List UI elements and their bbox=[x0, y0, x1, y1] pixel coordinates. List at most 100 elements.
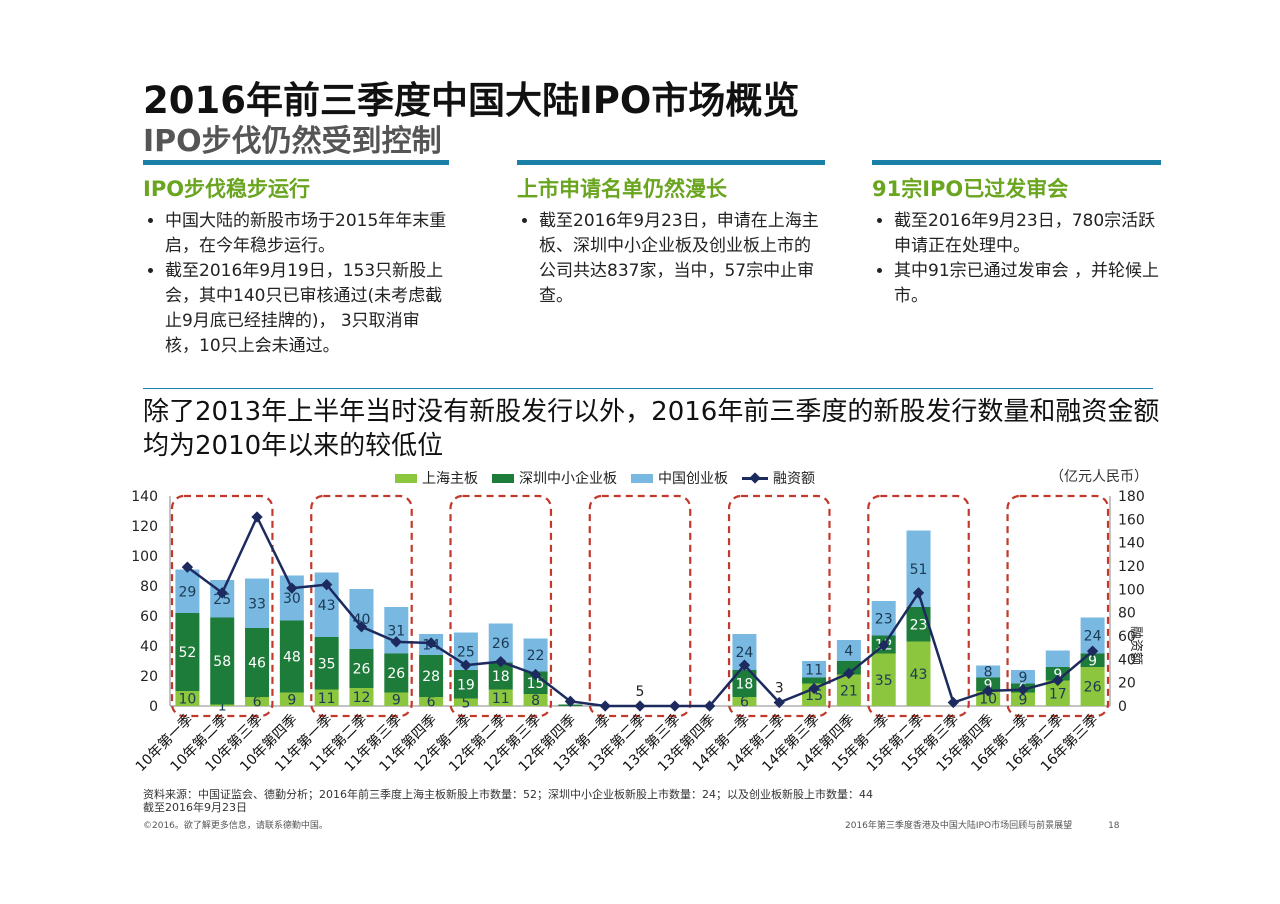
legend-swatch bbox=[492, 473, 514, 483]
ipo-chart: 0204060801001201400204060801001201401601… bbox=[131, 489, 1145, 775]
column-top-rule bbox=[517, 160, 825, 165]
bar-label: 9 bbox=[1088, 653, 1097, 669]
bar-segment bbox=[836, 640, 861, 661]
bar-label: 26 bbox=[1084, 680, 1102, 696]
funds-point bbox=[634, 700, 646, 712]
funds-point bbox=[425, 637, 437, 649]
bar-label: 11 bbox=[318, 691, 336, 707]
info-column-1: IPO步伐稳步运行 中国大陆的新股市场于2015年年末重启，在今年稳步运行。 截… bbox=[143, 160, 449, 359]
funds-point bbox=[773, 696, 785, 709]
funds-point bbox=[947, 696, 959, 709]
bar-label: 26 bbox=[387, 666, 405, 682]
bar-segment bbox=[314, 637, 339, 690]
bar-segment bbox=[523, 694, 548, 706]
y2-tick-label: 120 bbox=[1118, 559, 1145, 575]
y2-axis-title: 融资额 bbox=[1128, 626, 1143, 665]
column-heading: 上市申请名单仍然漫长 bbox=[517, 177, 727, 201]
bar-label: 9 bbox=[1019, 670, 1028, 686]
bar-segment bbox=[279, 620, 304, 693]
report-title: 2016年第三季度香港及中国大陆IPO市场回顾与前景展望 bbox=[845, 821, 1073, 831]
bar-segment bbox=[349, 589, 374, 649]
bar-label: 40 bbox=[353, 612, 371, 628]
bar-segment bbox=[245, 578, 270, 628]
bar-label: 48 bbox=[283, 650, 301, 666]
highlight-box bbox=[727, 494, 831, 718]
bar-segment bbox=[732, 697, 757, 706]
bar-label: 30 bbox=[283, 591, 301, 607]
bar-label: 9 bbox=[1019, 692, 1028, 708]
bar-segment bbox=[419, 697, 444, 706]
bar-label: 35 bbox=[875, 673, 893, 689]
bar-label: 18 bbox=[736, 677, 754, 693]
bar-label: 10 bbox=[178, 692, 196, 708]
report-footer: 2016年第三季度香港及中国大陆IPO市场回顾与前景展望 18 bbox=[845, 818, 1120, 831]
bar-label: 43 bbox=[318, 598, 336, 614]
y-tick-label: 140 bbox=[131, 489, 158, 505]
bar-segment bbox=[906, 641, 931, 706]
bar-segment bbox=[802, 683, 827, 706]
legend-item-shenzhen: 深圳中小企业板 bbox=[492, 468, 617, 488]
y2-tick-label: 20 bbox=[1118, 676, 1136, 692]
bar-label: 22 bbox=[527, 648, 545, 664]
bar-label: 51 bbox=[910, 562, 928, 578]
source-note: 资料来源：中国证监会、德勤分析；2016年前三季度上海主板新股上市数量：52；深… bbox=[143, 788, 1043, 814]
bar-segment bbox=[1045, 667, 1070, 681]
bar-label: 8 bbox=[984, 665, 993, 681]
bullet-list: 中国大陆的新股市场于2015年年末重启，在今年稳步运行。 截至2016年9月19… bbox=[143, 209, 449, 359]
bar-segment bbox=[1010, 692, 1035, 706]
bar-segment bbox=[871, 601, 896, 636]
section-divider bbox=[143, 388, 1153, 389]
bar-segment bbox=[384, 692, 409, 706]
bar-segment bbox=[976, 665, 1001, 678]
highlight-box bbox=[170, 494, 274, 718]
funds-label: 3 bbox=[775, 681, 784, 697]
bar-segment bbox=[871, 653, 896, 706]
bar-segment bbox=[976, 677, 1001, 691]
bar-segment bbox=[488, 689, 513, 706]
bar-segment bbox=[488, 623, 513, 663]
bar-segment bbox=[836, 674, 861, 706]
legend-item-shanghai: 上海主板 bbox=[395, 468, 478, 488]
y2-tick-label: 40 bbox=[1118, 652, 1136, 668]
legend-label: 中国创业板 bbox=[658, 471, 728, 487]
bar-label: 5 bbox=[461, 695, 470, 711]
bar-label: 19 bbox=[457, 677, 475, 693]
bar-label: 35 bbox=[318, 656, 336, 672]
funds-point bbox=[808, 682, 820, 695]
y2-tick-label: 160 bbox=[1118, 512, 1145, 528]
bar-label: 15 bbox=[527, 676, 545, 692]
bar-label: 11 bbox=[805, 662, 823, 678]
funds-point bbox=[251, 511, 263, 523]
y-tick-label: 80 bbox=[140, 579, 158, 595]
bar-label: 21 bbox=[840, 683, 858, 699]
bar-segment bbox=[349, 688, 374, 706]
funds-point bbox=[703, 700, 716, 712]
bullet-item: 其中91宗已通过发审会 ，并轮候上市。 bbox=[894, 259, 1161, 309]
bullet-list: 截至2016年9月23日，780宗活跃申请正在处理中。 其中91宗已通过发审会 … bbox=[872, 209, 1161, 309]
highlight-box bbox=[588, 494, 692, 718]
bar-label: 11 bbox=[492, 691, 510, 707]
bar-label: 6 bbox=[427, 695, 436, 711]
bar-label: 58 bbox=[213, 654, 231, 670]
bullet-item: 中国大陆的新股市场于2015年年末重启，在今年稳步运行。 bbox=[165, 209, 449, 259]
y-tick-label: 0 bbox=[149, 699, 158, 715]
y-tick-label: 100 bbox=[131, 549, 158, 565]
bar-segment bbox=[1010, 670, 1035, 684]
bar-label: 15 bbox=[805, 688, 823, 704]
bar-segment bbox=[802, 677, 827, 684]
bar-label: 46 bbox=[248, 656, 266, 672]
bar-label: 31 bbox=[387, 623, 405, 639]
info-column-2: 上市申请名单仍然漫长 截至2016年9月23日，申请在上海主板、深圳中小企业板及… bbox=[517, 160, 825, 309]
bar-label: 28 bbox=[422, 669, 440, 685]
bar-label: 33 bbox=[248, 596, 266, 612]
bar-label: 1 bbox=[218, 698, 227, 714]
bar-segment bbox=[210, 617, 235, 705]
bar-segment bbox=[802, 661, 827, 678]
legend-item-gem: 中国创业板 bbox=[631, 468, 728, 488]
bar-label: 25 bbox=[457, 644, 475, 660]
bar-segment bbox=[175, 569, 200, 613]
column-top-rule bbox=[143, 160, 449, 165]
bar-segment bbox=[453, 670, 478, 699]
y-tick-label: 20 bbox=[140, 669, 158, 685]
bar-segment bbox=[314, 689, 339, 706]
